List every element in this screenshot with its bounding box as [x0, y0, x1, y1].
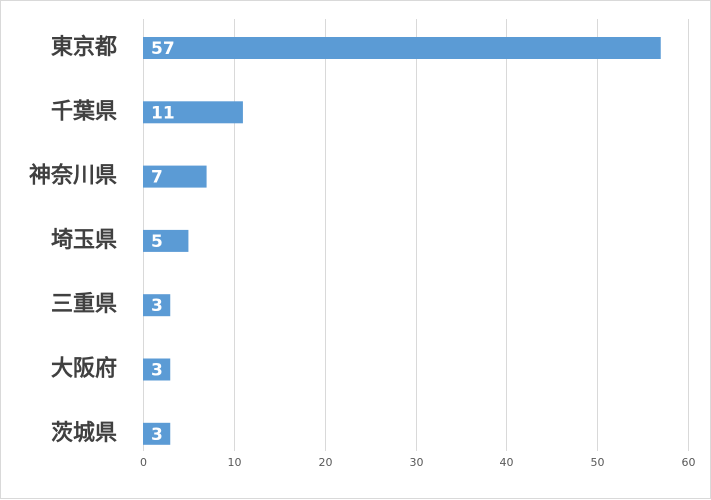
- category-label: 東京都: [51, 34, 117, 60]
- x-tick-label: 60: [682, 456, 696, 469]
- category-label: 埼玉県: [51, 228, 117, 253]
- bar-東京都: [143, 37, 661, 59]
- category-label: 三重県: [51, 292, 117, 317]
- data-label: 3: [151, 296, 163, 316]
- data-labels: 57 11 7 5 3 3 3: [151, 39, 175, 445]
- x-tick-label: 50: [591, 456, 605, 469]
- bar-神奈川県: [143, 165, 207, 188]
- x-axis-tick-labels: 0 10 20 30 40 50 60: [140, 456, 696, 469]
- bar-大阪府: [143, 358, 171, 381]
- category-label: 茨城県: [51, 420, 117, 446]
- x-tick-label: 30: [410, 456, 424, 469]
- data-label: 57: [151, 39, 175, 59]
- x-tick-label: 20: [319, 456, 333, 469]
- data-label: 3: [151, 361, 163, 381]
- x-tick-label: 10: [228, 456, 242, 469]
- bars: [143, 37, 661, 445]
- bar-千葉県: [143, 101, 243, 124]
- data-label: 5: [151, 232, 163, 252]
- bar-茨城県: [143, 422, 171, 445]
- data-label: 11: [151, 103, 175, 123]
- category-label: 大阪府: [51, 356, 117, 382]
- gridlines: [143, 19, 689, 451]
- data-label: 3: [151, 425, 163, 445]
- x-tick-label: 0: [140, 456, 147, 469]
- x-tick-label: 40: [500, 456, 514, 469]
- category-label: 神奈川県: [29, 163, 117, 189]
- category-label: 千葉県: [51, 99, 117, 124]
- data-label: 7: [151, 168, 163, 188]
- bar-埼玉県: [143, 229, 189, 252]
- bar-三重県: [143, 294, 171, 317]
